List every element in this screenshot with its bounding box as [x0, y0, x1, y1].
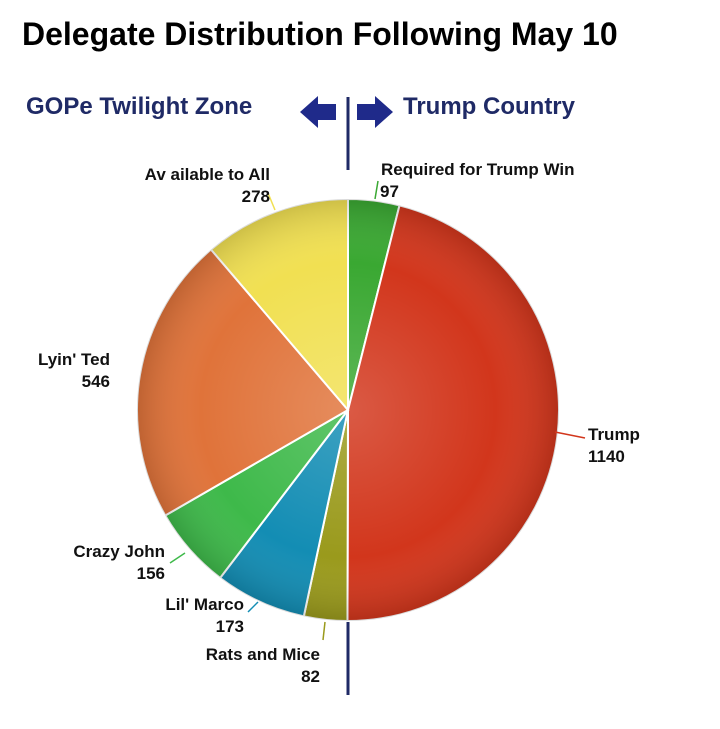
slice-value: 97	[380, 182, 399, 201]
leader-line	[169, 552, 186, 564]
slice-label: Lyin' Ted	[38, 350, 110, 369]
leader-line	[322, 621, 326, 641]
slice-value: 156	[137, 564, 165, 583]
trump-zone-label: Trump Country	[403, 93, 575, 120]
slice-value: 1140	[588, 447, 625, 466]
slice-value: 278	[242, 187, 270, 206]
slice-label: Trump	[588, 425, 640, 444]
slice-label: Rats and Mice	[206, 645, 320, 664]
leader-line	[247, 601, 259, 613]
chart-title: Delegate Distribution Following May 10	[22, 16, 618, 52]
slice-label: Av ailable to All	[145, 165, 270, 184]
leader-line	[267, 192, 276, 211]
slice-value: 173	[216, 617, 244, 636]
slice-label: Crazy John	[73, 542, 165, 561]
leader-line	[554, 431, 586, 439]
slice-label: Required for Trump Win	[381, 160, 574, 179]
slice-value: 546	[82, 372, 110, 391]
leader-line	[374, 180, 379, 200]
slice-value: 82	[301, 667, 320, 686]
gope-zone-label: GOPe Twilight Zone	[26, 93, 253, 120]
slice-label: Lil' Marco	[165, 595, 244, 614]
arrow-left-icon	[300, 96, 336, 128]
arrow-right-icon	[357, 96, 393, 128]
